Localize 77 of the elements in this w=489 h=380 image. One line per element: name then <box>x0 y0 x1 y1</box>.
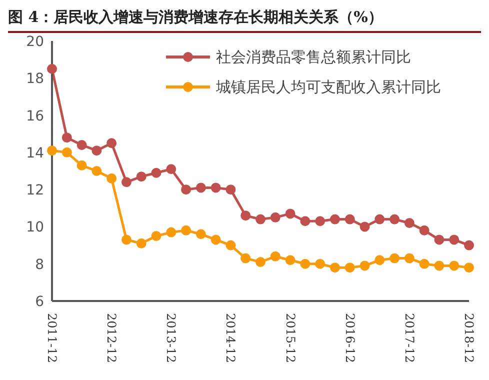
point <box>404 218 414 228</box>
point <box>47 146 57 156</box>
y-tick-label: 14 <box>26 145 44 162</box>
point <box>121 234 132 245</box>
y-tick-label: 12 <box>26 182 44 199</box>
legend-label: 社会消费品零售总额累计同比 <box>216 48 411 66</box>
y-tick-label: 8 <box>35 256 44 273</box>
point <box>76 160 87 170</box>
x-tick-label: 2017-12 <box>402 313 416 363</box>
point <box>181 225 192 236</box>
point <box>92 146 102 156</box>
point <box>300 216 310 226</box>
point <box>404 253 414 264</box>
point <box>300 258 310 269</box>
point <box>166 164 176 174</box>
point <box>344 214 355 224</box>
y-tick-label: 10 <box>26 220 44 236</box>
point <box>210 182 221 193</box>
point <box>434 260 444 271</box>
point <box>390 214 400 224</box>
point <box>136 238 146 248</box>
point <box>285 208 296 219</box>
x-tick-label: 2016-12 <box>342 313 357 363</box>
point <box>449 234 460 245</box>
legend-label: 城镇居民人均可支配收入累计同比 <box>216 78 441 96</box>
y-tick-label: 16 <box>26 108 44 124</box>
point <box>285 255 296 266</box>
point <box>464 262 474 273</box>
point <box>240 253 251 264</box>
point <box>256 214 266 224</box>
point <box>330 214 340 224</box>
point <box>374 255 385 266</box>
point <box>181 184 192 195</box>
y-tick-label: 6 <box>35 294 44 310</box>
point <box>226 184 236 195</box>
point <box>106 138 117 148</box>
point <box>47 64 57 74</box>
point <box>449 260 460 271</box>
point <box>151 231 162 241</box>
point <box>196 229 206 240</box>
point <box>360 260 370 271</box>
point <box>62 147 72 158</box>
point <box>344 262 355 273</box>
point <box>62 132 72 143</box>
x-tick-label: 2014-12 <box>224 313 238 363</box>
point <box>419 258 430 269</box>
point <box>196 182 206 193</box>
point <box>390 253 400 264</box>
point <box>76 140 87 150</box>
point <box>121 177 132 188</box>
point <box>226 240 236 250</box>
point <box>270 251 280 262</box>
chart-title: 图 4：居民收入增速与消费增速存在长期相关关系（%） <box>8 8 481 33</box>
point <box>256 257 266 267</box>
y-tick-label: 20 <box>26 34 44 50</box>
point <box>315 216 326 226</box>
point <box>360 222 370 232</box>
point <box>151 168 162 178</box>
y-tick-label: 18 <box>26 71 44 88</box>
point <box>330 262 340 273</box>
point <box>240 210 251 221</box>
point <box>106 173 117 184</box>
point <box>92 166 102 176</box>
x-tick-label: 2013-12 <box>164 313 178 363</box>
point <box>434 234 444 245</box>
point <box>166 227 176 238</box>
x-tick-label: 2012-12 <box>104 313 119 363</box>
point <box>136 172 146 182</box>
point <box>270 212 280 222</box>
point <box>374 214 385 224</box>
point <box>419 225 430 236</box>
point <box>210 234 221 245</box>
point <box>464 240 474 250</box>
x-tick-label: 2018-12 <box>462 313 476 363</box>
x-tick-label: 2015-12 <box>283 313 298 363</box>
point <box>315 258 326 269</box>
x-tick-label: 2011-12 <box>45 313 59 363</box>
